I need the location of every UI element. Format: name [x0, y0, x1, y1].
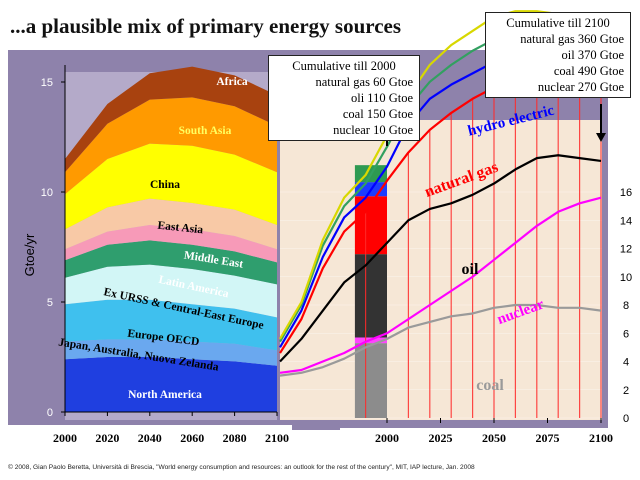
right-x-tick-label: 2000	[375, 431, 399, 445]
slide-title: ...a plausible mix of primary energy sou…	[10, 14, 402, 38]
cumulative-bar	[354, 165, 387, 418]
x-tick-label: 2020	[95, 431, 119, 445]
x-tick-label: 2060	[180, 431, 204, 445]
area-band	[65, 225, 277, 263]
right-x-tick-label: 2075	[536, 431, 560, 445]
cumulative-bar-segment	[354, 343, 387, 418]
area-band	[65, 97, 277, 195]
left-tick-strip	[0, 425, 292, 455]
y-tick-label: 10	[41, 187, 53, 199]
series-line	[279, 154, 602, 363]
y-axis-label: Gtoe/yr	[22, 233, 37, 276]
cumulative-2000-line: natural gas 60 Gtoe	[315, 75, 413, 89]
area-band	[65, 264, 277, 318]
cumulative-2100-line: nuclear 270 Gtoe	[537, 80, 624, 94]
cumulative-2000-line: coal 150 Gtoe	[342, 107, 413, 121]
series-line	[279, 303, 602, 377]
cumulative-bar-segment	[354, 254, 387, 338]
x-tick-label: 2000	[53, 431, 77, 445]
series-label: oil	[462, 261, 479, 278]
right-y-tick-label: 14	[620, 215, 632, 227]
region-label: China	[150, 179, 180, 191]
right-x-tick-label: 2025	[429, 431, 453, 445]
right-grid	[280, 191, 602, 419]
cumulative-2000-box: Cumulative till 2000 natural gas 60 Gtoe…	[268, 55, 420, 141]
y-tick-label: 15	[41, 77, 53, 89]
arrow-head	[596, 133, 606, 142]
x-tick-label: 2040	[138, 431, 162, 445]
y-tick-label: 5	[47, 297, 53, 309]
x-tick-label: 2100	[265, 431, 289, 445]
area-band	[65, 66, 277, 173]
area-band	[65, 357, 277, 412]
right-tick-strip	[340, 428, 640, 458]
cumulative-2000-header: Cumulative till 2000	[292, 59, 396, 73]
right-y-tick-label: 12	[620, 244, 632, 256]
region-label: North America	[128, 389, 202, 401]
right-y-tick-label: 4	[623, 357, 629, 369]
cumulative-2000-line: oli 110 Gtoe	[350, 91, 413, 105]
right-plot-background	[280, 120, 602, 420]
vertical-drop-lines	[365, 76, 602, 418]
cumulative-2100-line: oil 370 Gtoe	[561, 48, 625, 62]
region-label: South Asia	[179, 125, 232, 137]
series-label: coal	[476, 377, 504, 394]
cumulative-2100-box: Cumulative till 2100 natural gas 360 Gto…	[485, 12, 631, 98]
right-y-tick-label: 2	[623, 385, 629, 397]
series-line	[279, 196, 602, 374]
left-axes: 0 5 10 15 2000 2020 2040 2060 2080 2100 Gtoe/yr	[22, 65, 289, 445]
area-band	[65, 240, 277, 285]
area-band	[65, 143, 277, 230]
region-label: Africa	[216, 76, 248, 88]
cumulative-2100-header: Cumulative till 2100	[506, 16, 610, 30]
copyright-footer: © 2008, Gian Paolo Beretta, Università d…	[8, 464, 475, 471]
right-y-tick-label: 8	[623, 300, 629, 312]
right-axes: 0 2 4 6 8 10 12 14 16 2000 2025 2050 2075 2100	[375, 187, 632, 445]
right-y-tick-label: 0	[623, 413, 629, 425]
x-tick-label: 2080	[223, 431, 247, 445]
area-band	[65, 198, 277, 250]
right-y-tick-label: 6	[623, 328, 629, 340]
y-tick-label: 0	[47, 407, 53, 419]
area-band	[65, 339, 277, 366]
right-x-tick-label: 2050	[482, 431, 506, 445]
regional-area-group	[65, 66, 277, 412]
cumulative-2000-line: nuclear 10 Gtoe	[333, 123, 413, 137]
right-y-tick-label: 10	[620, 272, 632, 284]
right-x-tick-label: 2100	[589, 431, 613, 445]
cumulative-2100-line: natural gas 360 Gtoe	[520, 32, 624, 46]
right-y-tick-label: 16	[620, 187, 632, 199]
cumulative-2100-line: coal 490 Gtoe	[553, 64, 624, 78]
region-label: East Asia	[157, 220, 204, 237]
area-band	[65, 299, 277, 351]
